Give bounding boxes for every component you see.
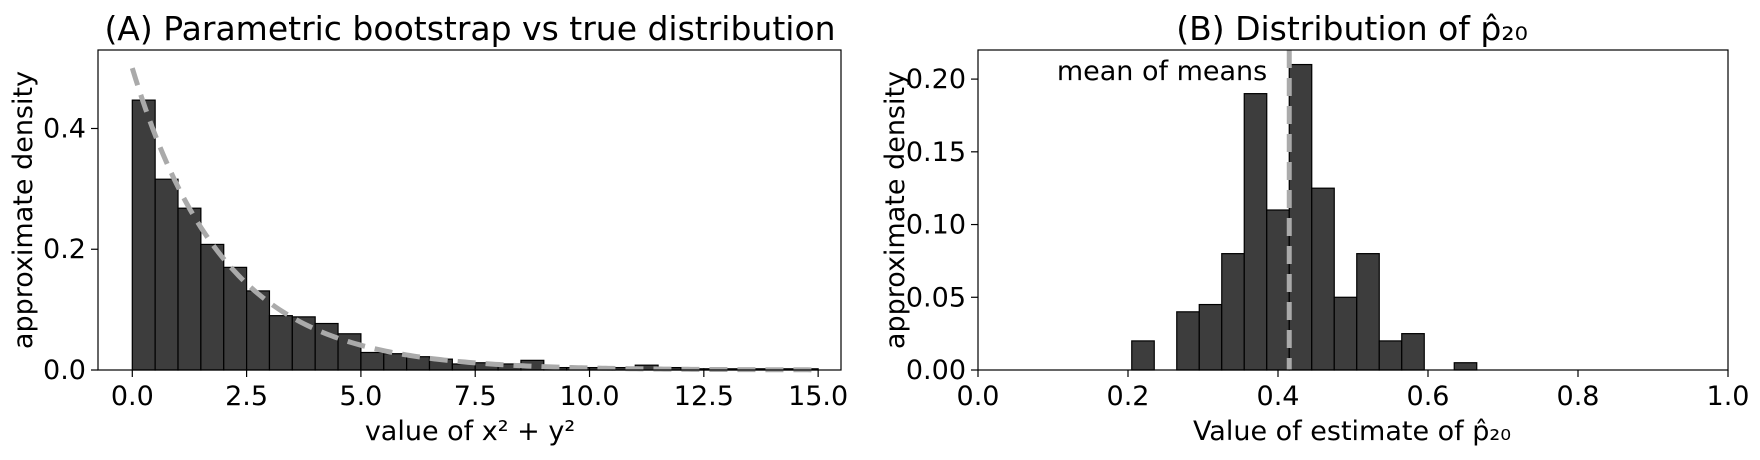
panel-a-y-label: approximate density	[8, 71, 39, 349]
x-tick-label: 7.5	[454, 381, 497, 412]
histogram-bar	[337, 333, 362, 371]
x-tick-label: 1.0	[1707, 381, 1750, 412]
histogram-bar	[246, 290, 271, 371]
panel-b-title: (B) Distribution of p̂₂₀	[1176, 9, 1528, 48]
histogram-bar	[1266, 209, 1290, 371]
x-tick-label: 5.0	[339, 381, 382, 412]
y-tick-label: 0.0	[43, 355, 86, 386]
histogram-bar	[1131, 340, 1155, 371]
histogram-bar	[223, 266, 248, 371]
y-tick-label: 0.10	[906, 210, 966, 241]
x-tick-label: 0.0	[957, 381, 1000, 412]
x-tick-label: 10.0	[559, 381, 619, 412]
panel-a: (A) Parametric bootstrap vs true distrib…	[8, 9, 848, 447]
histogram-bar	[1288, 63, 1313, 371]
panel-b-mean-label: mean of means	[1057, 56, 1267, 87]
x-tick-label: 15.0	[788, 381, 848, 412]
panel-b-y-label: approximate density	[880, 71, 911, 349]
histogram-bar	[131, 99, 156, 371]
panel-a-axes-frame	[97, 49, 842, 371]
histogram-bar	[1221, 253, 1245, 371]
histogram-bar	[1311, 187, 1335, 371]
x-tick-label: 0.8	[1557, 381, 1600, 412]
panel-b-x-label: Value of estimate of p̂₂₀	[1193, 416, 1511, 447]
histogram-bar	[177, 207, 202, 371]
panel-a-bars	[131, 99, 819, 371]
x-tick-label: 0.4	[1257, 381, 1300, 412]
histogram-bar	[1243, 93, 1268, 371]
panel-a-true-density-curve	[129, 67, 819, 373]
x-tick-label: 0.0	[111, 381, 154, 412]
panel-b-axes-frame	[977, 49, 1729, 371]
histogram-bar	[314, 322, 339, 371]
y-tick-label: 0.05	[906, 282, 966, 313]
panel-a-y-ticks: 0.0 0.2 0.4	[43, 113, 98, 386]
panel-a-x-label: value of x² + y²	[365, 416, 575, 447]
panel-a-x-ticks: 0.0 2.5 5.0 7.5 10.0 12.5 15.0	[111, 370, 848, 412]
panel-b-y-ticks: 0.00 0.05 0.10 0.15 0.20	[906, 64, 978, 386]
histogram-bar	[1401, 333, 1425, 371]
histogram-bar	[268, 315, 293, 371]
y-tick-label: 0.4	[43, 113, 86, 144]
histogram-bar	[1453, 362, 1478, 371]
histogram-bar	[1356, 253, 1380, 371]
panel-b-x-ticks: 0.0 0.2 0.4 0.6 0.8 1.0	[957, 370, 1750, 412]
y-tick-label: 0.00	[906, 355, 966, 386]
y-tick-label: 0.20	[906, 64, 966, 95]
histogram-bar	[1198, 303, 1223, 371]
histogram-bar	[200, 243, 225, 371]
y-tick-label: 0.2	[43, 234, 86, 265]
histogram-bar	[1176, 311, 1200, 371]
panel-a-title: (A) Parametric bootstrap vs true distrib…	[104, 9, 835, 48]
panel-b: (B) Distribution of p̂₂₀ mean of means 0…	[880, 9, 1749, 447]
histogram-bar	[1333, 296, 1358, 371]
histogram-bar	[154, 178, 179, 371]
histogram-bar	[360, 351, 385, 371]
panel-b-bars	[1131, 63, 1478, 371]
x-tick-label: 2.5	[225, 381, 268, 412]
x-tick-label: 12.5	[674, 381, 734, 412]
x-tick-label: 0.6	[1407, 381, 1450, 412]
histogram-bar	[1378, 340, 1403, 371]
x-tick-label: 0.2	[1107, 381, 1150, 412]
y-tick-label: 0.15	[906, 137, 966, 168]
